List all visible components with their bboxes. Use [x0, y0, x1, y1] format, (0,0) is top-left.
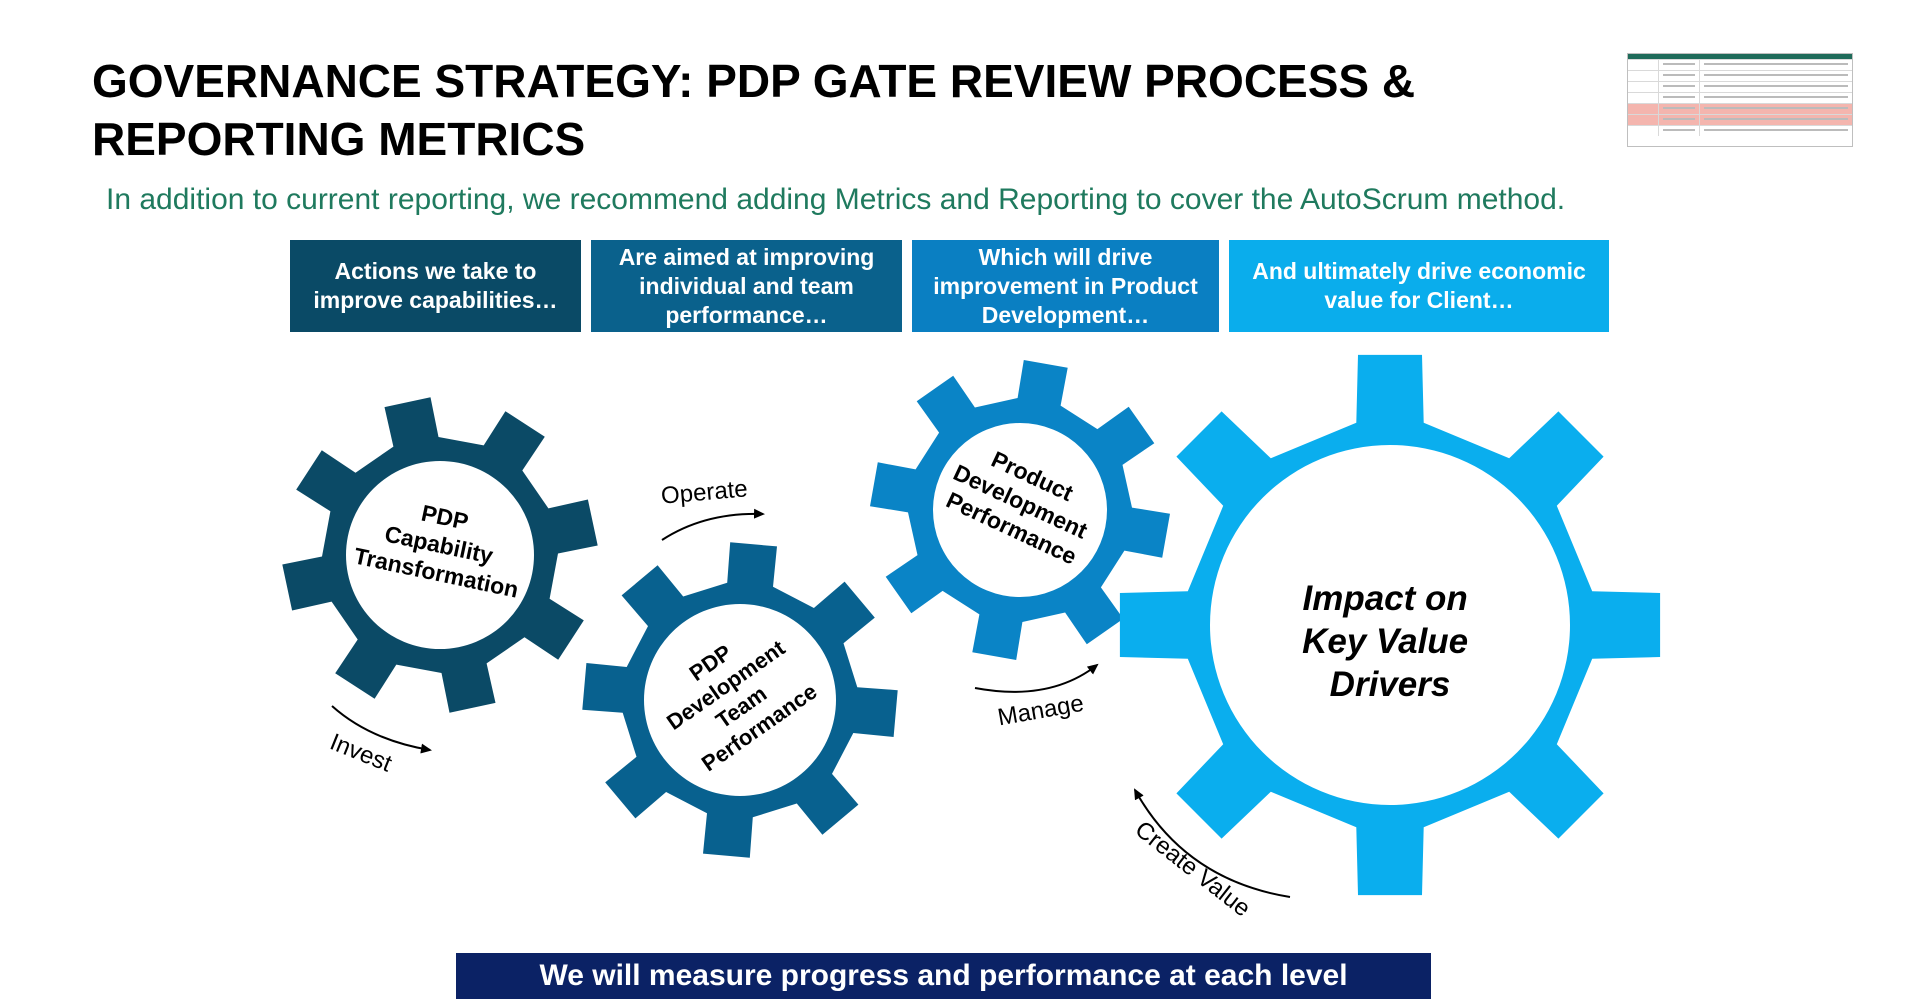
gear-label: Impact on Key Value Drivers	[1302, 579, 1478, 704]
arrow-manage-label: Manage	[996, 690, 1086, 732]
gear-label: PDP Capability Transformation	[352, 488, 533, 603]
arrow-invest-line	[331, 705, 432, 754]
gear-label-line: Impact on	[1302, 579, 1467, 618]
header-box-text: Are aimed at improving individual and te…	[618, 243, 875, 328]
header-box-text: Which will drive improvement in Product …	[933, 243, 1198, 328]
header-box-capabilities: Actions we take to improve capabilities…	[290, 240, 581, 332]
gear-capability-transformation: PDP Capability Transformation	[282, 397, 598, 713]
header-box-text: Actions we take to improve capabilities…	[313, 258, 558, 313]
arrow-operate-line	[661, 508, 765, 541]
header-box-performance: Are aimed at improving individual and te…	[591, 240, 902, 332]
gear-label-line: Key Value	[1302, 622, 1468, 661]
arrow-manage: Manage	[974, 663, 1099, 732]
gear-label: Product Development Performance	[938, 434, 1109, 572]
arrow-invest-label: Invest	[326, 729, 396, 778]
footer-banner: We will measure progress and performance…	[456, 953, 1431, 999]
arrow-operate: Operate	[660, 475, 765, 541]
page-title: GOVERNANCE STRATEGY: PDP GATE REVIEW PRO…	[92, 55, 1416, 165]
header-box-product-development: Which will drive improvement in Product …	[912, 240, 1219, 332]
arrow-create-value-label: Create Value	[1130, 816, 1256, 922]
gear-shape	[1119, 354, 1661, 896]
gear-shape	[282, 397, 598, 713]
arrow-operate-label: Operate	[660, 475, 749, 509]
page-subtitle: In addition to current reporting, we rec…	[106, 183, 1566, 216]
arrow-manage-line	[974, 663, 1099, 693]
arrow-create-value-line	[1134, 788, 1291, 898]
header-box-text: And ultimately drive economic value for …	[1252, 258, 1586, 313]
gear-label-line: Drivers	[1330, 665, 1451, 704]
table-thumbnail-icon	[1627, 53, 1853, 147]
gear-shape	[582, 542, 898, 858]
arrow-invest: Invest	[326, 705, 432, 778]
header-box-economic-value: And ultimately drive economic value for …	[1229, 240, 1609, 332]
gear-label: PDP Development Team Performance	[646, 609, 825, 779]
gear-development-team-performance: PDP Development Team Performance	[582, 542, 898, 858]
gear-key-value-drivers: Impact on Key Value Drivers	[1119, 354, 1661, 896]
gear-shape	[870, 360, 1170, 660]
